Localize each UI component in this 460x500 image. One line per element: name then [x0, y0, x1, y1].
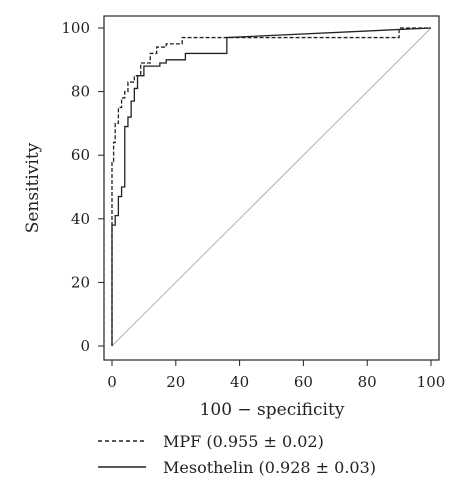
y-tick-label: 80: [71, 83, 90, 101]
y-tick-label: 60: [71, 146, 90, 164]
x-tick-label: 0: [107, 373, 117, 391]
reference-line-layer: [111, 27, 432, 347]
x-tick-label: 100: [417, 373, 446, 391]
x-tick-label: 60: [294, 373, 313, 391]
series-line-mesothelin: [111, 27, 432, 346]
y-tick-label: 40: [71, 210, 90, 228]
x-tick-label: 80: [358, 373, 377, 391]
x-axis: 0 20 40 60 80 100: [107, 360, 445, 391]
series-line-mpf: [111, 27, 431, 346]
legend: MPF (0.955 ± 0.02) Mesothelin (0.928 ± 0…: [98, 432, 376, 477]
x-tick-label: 20: [166, 373, 185, 391]
x-axis-title: 100 − specificity: [200, 400, 345, 420]
series-layer: [111, 27, 432, 346]
legend-label-mesothelin: Mesothelin (0.928 ± 0.03): [163, 458, 376, 477]
y-tick-label: 20: [71, 273, 90, 291]
legend-label-mpf: MPF (0.955 ± 0.02): [163, 432, 324, 451]
y-axis: 0 20 40 60 80 100: [61, 19, 104, 355]
y-tick-label: 100: [61, 19, 90, 37]
y-tick-label: 0: [80, 337, 90, 355]
x-tick-label: 40: [230, 373, 249, 391]
y-axis-title: Sensitivity: [23, 142, 43, 233]
reference-diagonal-line: [111, 27, 432, 347]
plot-frame: [103, 15, 440, 361]
